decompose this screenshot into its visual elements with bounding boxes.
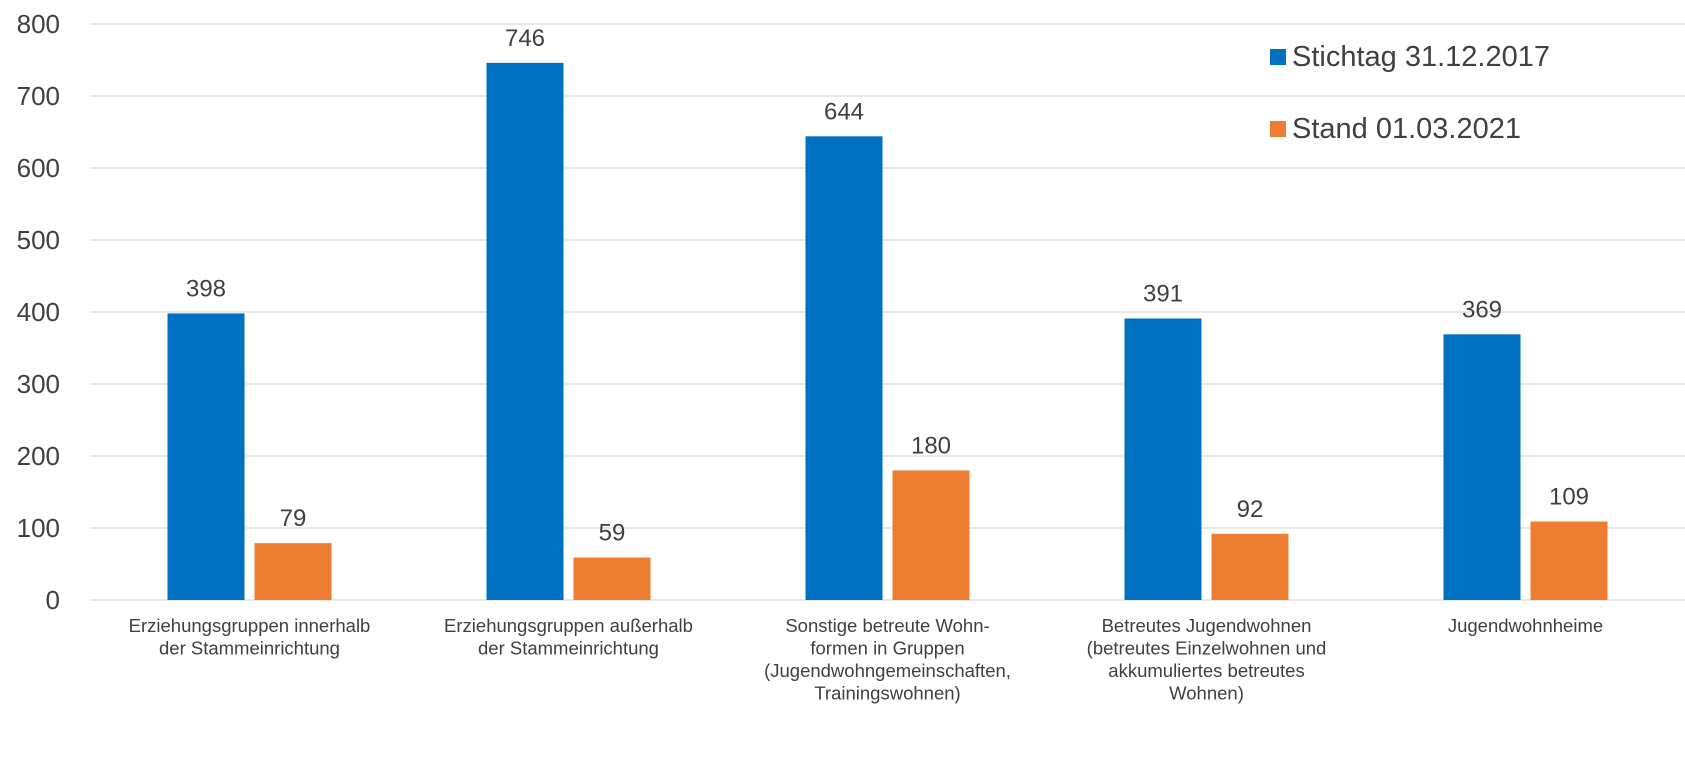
data-label: 746 (505, 25, 545, 52)
data-label: 180 (911, 432, 951, 459)
bar (486, 62, 564, 600)
bar (573, 557, 651, 600)
data-label: 59 (599, 520, 626, 547)
data-label: 369 (1462, 296, 1502, 323)
x-tick-label: Betreutes Jugendwohnen (betreutes Einzelw… (1087, 615, 1327, 704)
y-tick-label: 400 (17, 297, 60, 327)
bar (254, 543, 332, 600)
data-label: 109 (1549, 484, 1589, 511)
x-tick-label-line: Jugendwohnheime (1448, 615, 1603, 636)
y-tick-label: 100 (17, 513, 60, 543)
y-tick-label: 800 (17, 9, 60, 39)
x-tick-label-line: der Stammeinrichtung (478, 638, 659, 659)
x-tick-label: Erziehungsgruppen innerhalb der Stammeinr… (129, 615, 371, 659)
bar (892, 470, 970, 600)
x-tick-label: Erziehungsgruppen außerhalb der Stammeinr… (444, 615, 693, 659)
x-tick-label-line: Wohnen) (1169, 683, 1244, 704)
x-tick-label-line: Trainingswohnen) (814, 683, 960, 704)
data-label: 398 (186, 275, 226, 302)
data-label: 391 (1143, 280, 1183, 307)
bar (1530, 521, 1608, 600)
x-tick-label-line: Betreutes Jugendwohnen (1102, 615, 1312, 636)
y-axis-ticks: 0 100 200 300 400 500 600 700 800 (17, 9, 60, 615)
x-tick-label-line: Erziehungsgruppen außerhalb (444, 615, 693, 636)
y-tick-label: 500 (17, 225, 60, 255)
x-tick-label: Sonstige betreute Wohn-formen in Gruppen… (764, 615, 1011, 704)
x-axis-labels: Erziehungsgruppen innerhalb der Stammeinr… (129, 615, 1604, 704)
y-tick-label: 300 (17, 369, 60, 399)
legend-swatch (1270, 49, 1286, 65)
bar (1211, 533, 1289, 600)
legend-label: Stichtag 31.12.2017 (1292, 41, 1550, 73)
data-label: 79 (280, 505, 307, 532)
legend-swatch (1270, 121, 1286, 137)
bar (805, 136, 883, 600)
data-label: 92 (1237, 496, 1264, 523)
legend-label: Stand 01.03.2021 (1292, 113, 1521, 145)
x-tick-label-line: (betreutes Einzelwohnen und (1087, 638, 1327, 659)
data-label: 644 (824, 98, 864, 125)
x-tick-label-line: Erziehungsgruppen innerhalb (129, 615, 371, 636)
x-tick-label-line: Sonstige betreute Wohn- (785, 615, 989, 636)
y-tick-label: 600 (17, 153, 60, 183)
x-tick-label-line: formen in Gruppen (810, 638, 964, 659)
y-tick-label: 700 (17, 81, 60, 111)
bar (167, 313, 245, 600)
bar (1124, 318, 1202, 600)
x-tick-label-line: akkumuliertes betreutes (1108, 660, 1304, 681)
legend: Stichtag 31.12.2017 Stand 01.03.2021 (1270, 41, 1550, 145)
x-tick-label: Jugendwohnheime (1448, 615, 1603, 636)
y-tick-label: 0 (46, 585, 60, 615)
bar (1443, 334, 1521, 600)
x-tick-label-line: (Jugendwohngemeinschaften, (764, 660, 1011, 681)
bars (167, 62, 1608, 600)
x-tick-label-line: der Stammeinrichtung (159, 638, 340, 659)
y-tick-label: 200 (17, 441, 60, 471)
data-labels: 398 79 746 59 644 180 391 92 369 109 (186, 25, 1589, 547)
gridlines (90, 23, 1685, 601)
